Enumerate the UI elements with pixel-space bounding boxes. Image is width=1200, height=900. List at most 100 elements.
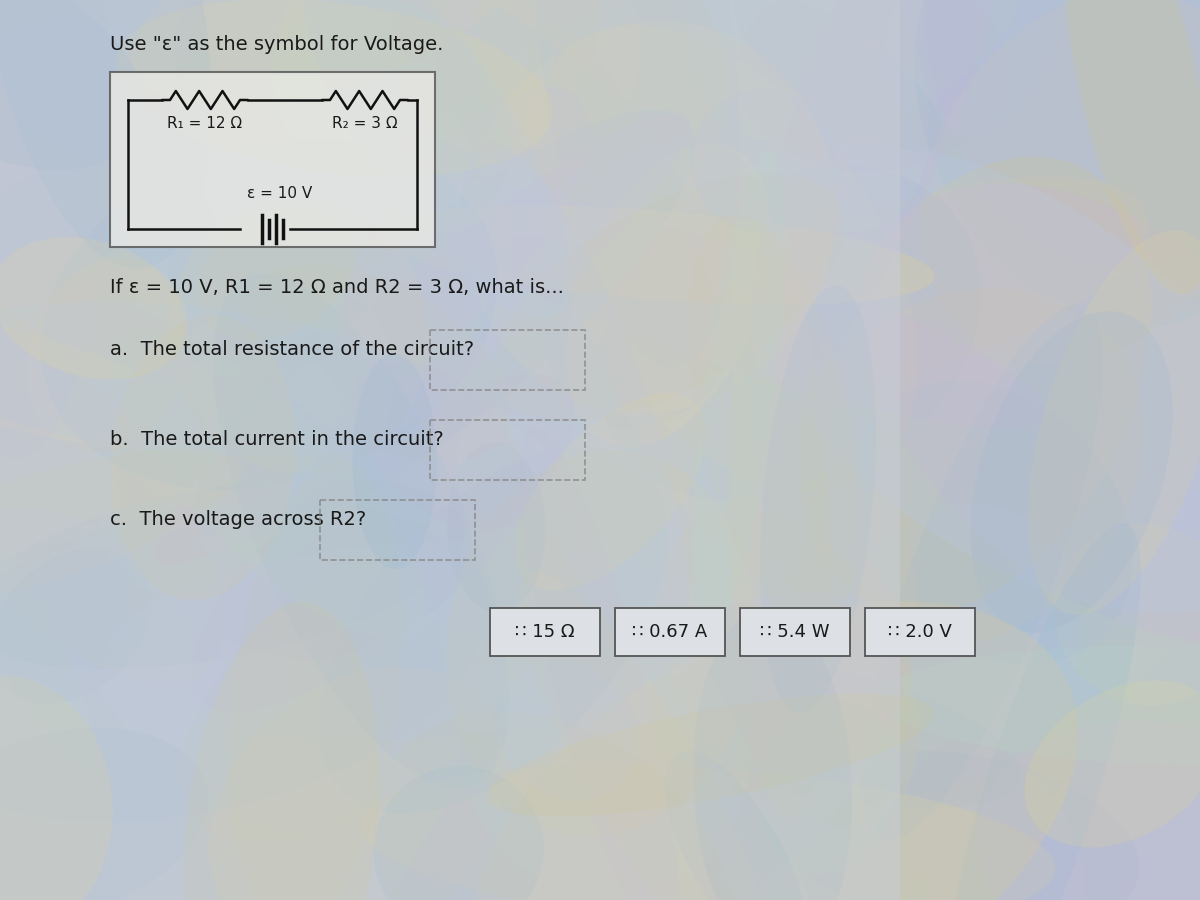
Ellipse shape xyxy=(575,645,1021,809)
Ellipse shape xyxy=(515,393,707,590)
Ellipse shape xyxy=(0,308,208,449)
Ellipse shape xyxy=(665,751,806,900)
Ellipse shape xyxy=(497,661,637,801)
Ellipse shape xyxy=(352,359,527,531)
Ellipse shape xyxy=(0,22,227,169)
Ellipse shape xyxy=(229,461,403,900)
Ellipse shape xyxy=(730,253,830,819)
Text: ∷ 15 Ω: ∷ 15 Ω xyxy=(515,623,575,641)
Ellipse shape xyxy=(760,285,876,714)
Ellipse shape xyxy=(319,447,667,814)
Ellipse shape xyxy=(914,0,1200,328)
Ellipse shape xyxy=(736,0,1008,172)
Bar xyxy=(430,330,586,390)
Ellipse shape xyxy=(526,23,758,547)
Ellipse shape xyxy=(132,277,427,535)
Ellipse shape xyxy=(104,542,718,741)
Ellipse shape xyxy=(0,0,113,459)
Ellipse shape xyxy=(862,184,1200,642)
Bar xyxy=(490,608,600,656)
Ellipse shape xyxy=(390,178,1045,428)
Ellipse shape xyxy=(410,0,1020,236)
Ellipse shape xyxy=(782,751,1139,900)
Ellipse shape xyxy=(0,728,209,900)
Ellipse shape xyxy=(767,288,1145,652)
Ellipse shape xyxy=(751,0,1013,383)
Ellipse shape xyxy=(462,142,689,661)
Ellipse shape xyxy=(530,25,918,492)
Ellipse shape xyxy=(121,0,445,320)
Ellipse shape xyxy=(690,89,838,233)
Ellipse shape xyxy=(97,286,394,597)
Ellipse shape xyxy=(361,765,1056,900)
Ellipse shape xyxy=(132,348,338,509)
Text: If ε = 10 V, R1 = 12 Ω and R2 = 3 Ω, what is...: If ε = 10 V, R1 = 12 Ω and R2 = 3 Ω, wha… xyxy=(110,278,564,297)
Ellipse shape xyxy=(0,545,289,859)
Ellipse shape xyxy=(115,0,553,177)
Ellipse shape xyxy=(0,448,242,616)
Ellipse shape xyxy=(1025,680,1200,848)
Ellipse shape xyxy=(475,0,728,212)
Ellipse shape xyxy=(799,157,1151,613)
Ellipse shape xyxy=(168,196,428,473)
Ellipse shape xyxy=(905,742,1084,900)
Ellipse shape xyxy=(446,450,756,837)
Ellipse shape xyxy=(0,499,486,823)
Ellipse shape xyxy=(659,507,919,826)
Ellipse shape xyxy=(353,354,437,569)
Ellipse shape xyxy=(520,428,678,900)
Text: b.  The total current in the circuit?: b. The total current in the circuit? xyxy=(110,430,444,449)
Ellipse shape xyxy=(377,205,935,305)
Ellipse shape xyxy=(118,375,420,660)
Ellipse shape xyxy=(697,177,1148,388)
Ellipse shape xyxy=(245,265,511,462)
Ellipse shape xyxy=(518,572,774,900)
Ellipse shape xyxy=(733,0,943,151)
Ellipse shape xyxy=(391,0,604,154)
Ellipse shape xyxy=(0,259,223,686)
Ellipse shape xyxy=(0,148,163,341)
Ellipse shape xyxy=(466,22,835,414)
Ellipse shape xyxy=(944,523,1141,900)
Ellipse shape xyxy=(448,442,546,613)
Ellipse shape xyxy=(302,0,570,319)
Text: ∷ 5.4 W: ∷ 5.4 W xyxy=(761,623,829,641)
Text: a.  The total resistance of the circuit?: a. The total resistance of the circuit? xyxy=(110,340,474,359)
Bar xyxy=(865,608,974,656)
Ellipse shape xyxy=(196,207,354,341)
Ellipse shape xyxy=(196,110,695,541)
Ellipse shape xyxy=(473,601,1078,900)
Ellipse shape xyxy=(920,0,1200,364)
Ellipse shape xyxy=(1063,0,1200,294)
Ellipse shape xyxy=(694,609,852,900)
Text: c.  The voltage across R2?: c. The voltage across R2? xyxy=(110,510,366,529)
Ellipse shape xyxy=(180,514,565,843)
Ellipse shape xyxy=(0,237,187,380)
Ellipse shape xyxy=(26,257,186,454)
Ellipse shape xyxy=(167,191,574,643)
Ellipse shape xyxy=(191,374,575,712)
Bar xyxy=(740,608,850,656)
Ellipse shape xyxy=(0,676,113,900)
Ellipse shape xyxy=(971,311,1172,633)
Bar xyxy=(430,420,586,480)
Ellipse shape xyxy=(41,139,498,490)
Ellipse shape xyxy=(131,0,528,106)
Ellipse shape xyxy=(924,0,1200,264)
Ellipse shape xyxy=(113,330,426,637)
Bar xyxy=(616,608,725,656)
Text: ∷ 2.0 V: ∷ 2.0 V xyxy=(888,623,952,641)
Ellipse shape xyxy=(65,505,368,829)
Text: Use "ε" as the symbol for Voltage.: Use "ε" as the symbol for Voltage. xyxy=(110,35,443,54)
Ellipse shape xyxy=(373,766,544,900)
Ellipse shape xyxy=(862,305,1103,841)
Ellipse shape xyxy=(884,0,1055,136)
Ellipse shape xyxy=(964,583,1200,900)
Ellipse shape xyxy=(761,701,898,875)
Ellipse shape xyxy=(232,0,558,235)
Ellipse shape xyxy=(110,316,295,600)
Text: ε = 10 V: ε = 10 V xyxy=(247,186,313,201)
Ellipse shape xyxy=(209,666,506,900)
Ellipse shape xyxy=(179,0,497,364)
Bar xyxy=(0,0,900,900)
